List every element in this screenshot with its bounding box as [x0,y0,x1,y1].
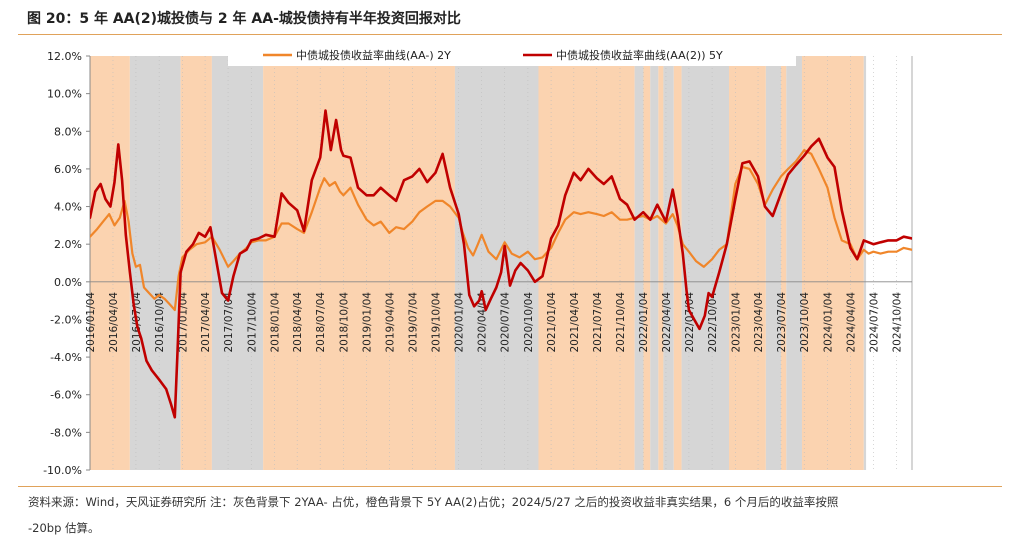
x-tick-label: 2023/01/04 [730,292,742,353]
x-tick-label: 2022/07/04 [684,292,696,353]
x-tick-label: 2018/10/04 [338,292,350,353]
y-tick-label: 10.0% [47,88,82,101]
x-tick-label: 2018/07/04 [315,292,327,353]
y-tick-label: -8.0% [50,426,82,439]
x-tick-label: 2021/07/04 [592,292,604,353]
orange-band [643,56,651,470]
legend-label-2y: 中债城投债收益率曲线(AA-) 2Y [296,48,451,62]
x-tick-label: 2021/10/04 [615,292,627,353]
x-tick-label: 2020/01/04 [454,292,466,353]
x-tick-label: 2024/01/04 [822,292,834,353]
orange-band [180,56,212,470]
orange-band [658,56,664,470]
x-tick-label: 2022/01/04 [638,292,650,353]
bottom-rule [18,486,1002,487]
y-tick-label: 0.0% [54,276,82,289]
legend-box [228,42,796,66]
x-tick-label: 2021/04/04 [569,292,581,353]
orange-band [673,56,682,470]
x-tick-label: 2018/04/04 [292,292,304,353]
series-line-aa2-5y [90,109,912,419]
y-axis-ticks: 12.0% 10.0% 8.0% 6.0% 4.0% 2.0% 0.0% -2.0% -4.0%… [43,50,90,477]
x-tick-label: 2021/01/04 [546,292,558,353]
x-tick-label: 2016/10/04 [154,292,166,353]
gray-band [863,56,867,470]
gray-band [454,56,539,470]
y-tick-label: 4.0% [54,201,82,214]
y-tick-label: 12.0% [47,50,82,63]
orange-band [781,56,787,470]
x-tick-label: 2017/07/04 [223,292,235,353]
line-chart: 12.0% 10.0% 8.0% 6.0% 4.0% 2.0% 0.0% -2.0% -4.0%… [43,42,913,477]
x-tick-label: 2023/10/04 [799,292,811,353]
x-tick-label: 2016/04/04 [108,292,120,353]
x-tick-label: 2022/10/04 [707,292,719,353]
x-axis-ticks: 2016/01/04 2016/04/04 2016/07/04 2016/10/04… [85,292,904,353]
x-tick-label: 2019/10/04 [431,292,443,353]
source-note: 资料来源：Wind，天风证券研究所 注：灰色背景下 2YAA- 占优，橙色背景下… [28,495,839,509]
top-rule [18,34,1002,35]
orange-band [801,56,864,470]
y-tick-label: -6.0% [50,389,82,402]
x-tick-label: 2018/01/04 [269,292,281,353]
orange-band [729,56,766,470]
orange-band [538,56,635,470]
gray-band [650,56,659,470]
background-bands [90,56,867,470]
orange-band [90,56,130,470]
orange-band [263,56,455,470]
legend-label-5y: 中债城投债收益率曲线(AA(2)) 5Y [556,48,723,62]
x-tick-label: 2019/01/04 [362,292,374,353]
x-tick-label: 2022/04/04 [661,292,673,353]
x-tick-label: 2024/10/04 [892,292,904,353]
x-tick-label: 2020/07/04 [500,292,512,353]
x-tick-label: 2016/01/04 [85,292,97,353]
legend: 中债城投债收益率曲线(AA-) 2Y 中债城投债收益率曲线(AA(2)) 5Y [228,42,796,66]
x-tick-label: 2017/10/04 [246,292,258,353]
gray-band [634,56,644,470]
x-tick-label: 2023/04/04 [753,292,765,353]
x-tick-label: 2019/04/04 [384,292,396,353]
x-tick-label: 2024/04/04 [845,292,857,353]
y-tick-label: 6.0% [54,163,82,176]
y-tick-label: -4.0% [50,351,82,364]
gray-band [786,56,802,470]
y-tick-label: 8.0% [54,125,82,138]
x-tick-label: 2020/10/04 [523,292,535,353]
series-lines [90,109,912,419]
y-tick-label: -10.0% [43,464,82,477]
x-tick-label: 2019/07/04 [407,292,419,353]
x-tick-label: 2023/07/04 [776,292,788,353]
y-tick-label: -2.0% [50,313,82,326]
x-tick-label: 2017/04/04 [200,292,212,353]
figure-title: 图 20：5 年 AA(2)城投债与 2 年 AA-城投债持有半年投资回报对比 [27,11,461,27]
source-note-continued: -20bp 估算。 [28,521,100,535]
y-tick-label: 2.0% [54,238,82,251]
gray-band [663,56,674,470]
gray-band [765,56,782,470]
x-tick-label: 2024/07/04 [868,292,880,353]
gray-band [129,56,181,470]
